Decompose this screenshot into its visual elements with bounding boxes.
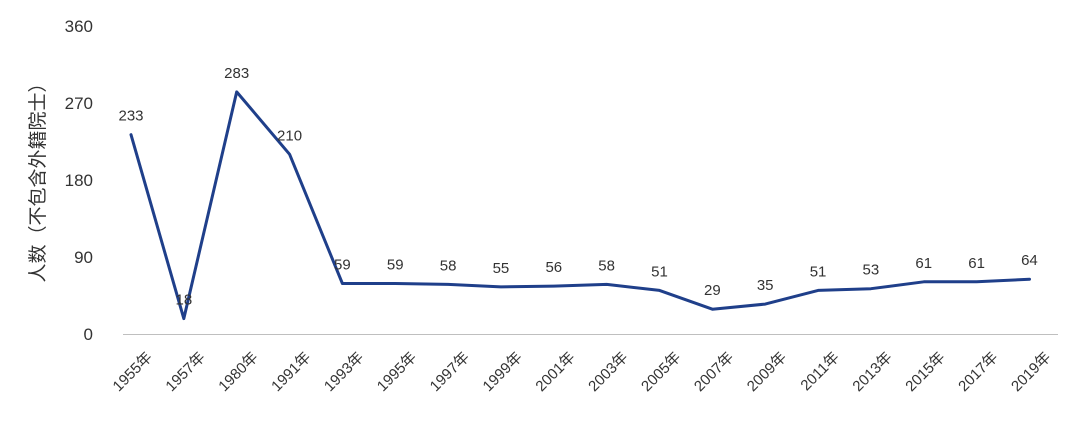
x-tick-label: 1957年 [162, 349, 208, 395]
data-label: 58 [440, 257, 457, 274]
y-tick-label: 270 [65, 94, 93, 113]
data-label: 61 [968, 255, 985, 272]
y-axis-label: 人数（不包含外籍院士） [27, 73, 49, 282]
x-tick-label: 1997年 [427, 349, 473, 395]
data-label: 55 [493, 260, 510, 277]
data-label: 58 [598, 257, 615, 274]
y-tick-label: 360 [65, 17, 93, 36]
data-label: 64 [1021, 252, 1038, 269]
data-label: 56 [545, 259, 562, 276]
data-label: 283 [224, 65, 249, 82]
x-tick-label: 1999年 [480, 349, 526, 395]
x-tick-label: 1991年 [268, 349, 314, 395]
data-label: 61 [915, 255, 932, 272]
y-tick-label: 0 [84, 325, 93, 344]
x-tick-label: 2003年 [585, 349, 631, 395]
y-tick-label: 90 [74, 248, 93, 267]
series-line [129, 90, 1031, 321]
series-layer [129, 90, 1031, 321]
x-tick-label: 2017年 [955, 349, 1001, 395]
x-tick-label: 2007年 [691, 349, 737, 395]
x-tick-label: 2019年 [1008, 349, 1054, 395]
x-tick-label: 1995年 [374, 349, 420, 395]
x-tick-label: 2009年 [744, 349, 790, 395]
x-tick-label: 2015年 [902, 349, 948, 395]
x-tick-label: 1980年 [215, 349, 261, 395]
x-tick-label: 2013年 [850, 349, 896, 395]
x-tick-label: 1955年 [110, 349, 156, 395]
data-label: 53 [863, 262, 880, 279]
data-label: 35 [757, 277, 774, 294]
data-label: 51 [651, 263, 668, 280]
data-labels: 233 18 283 210 59 59 58 55 56 58 51 29 35 51 53 61 61 64 [118, 65, 1037, 309]
x-tick-label: 1993年 [321, 349, 367, 395]
data-label: 233 [118, 108, 143, 125]
data-label: 59 [334, 257, 351, 274]
data-label: 59 [387, 257, 404, 274]
x-tick-label: 2005年 [638, 349, 684, 395]
y-tick-label: 180 [65, 171, 93, 190]
data-label: 18 [176, 292, 193, 309]
data-label: 51 [810, 263, 827, 280]
x-tick-label: 2001年 [532, 349, 578, 395]
data-label: 29 [704, 282, 721, 299]
data-label: 210 [277, 127, 302, 144]
x-tick-label: 2011年 [797, 349, 842, 394]
